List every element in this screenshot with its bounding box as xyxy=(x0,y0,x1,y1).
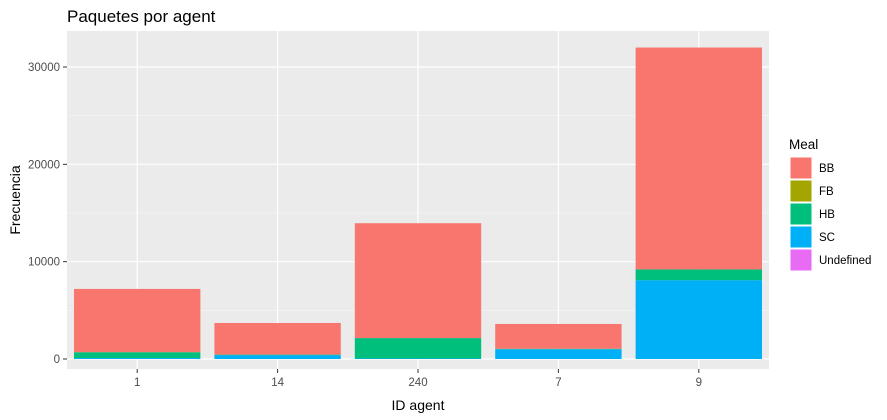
legend-key-fb xyxy=(789,179,813,203)
legend-label-bb: BB xyxy=(819,163,835,175)
axis-layer: 0 10000 20000 30000 1 14 240 7 9 xyxy=(28,62,702,389)
bar-bb-9 xyxy=(635,47,762,270)
legend-label-hb: HB xyxy=(819,209,835,221)
bar-sc-14 xyxy=(214,355,341,359)
legend-label-sc: SC xyxy=(819,232,835,244)
x-axis-title: ID agent xyxy=(392,397,445,413)
legend-key-undefined xyxy=(789,248,813,272)
bars-layer xyxy=(74,47,762,359)
legend-key-hb xyxy=(789,202,813,226)
y-tick-label: 0 xyxy=(54,354,60,366)
x-tick-label: 1 xyxy=(134,377,140,389)
legend-label-fb: FB xyxy=(819,186,834,198)
bar-sc-7 xyxy=(495,349,622,359)
y-tick-label: 10000 xyxy=(28,257,60,269)
bar-bb-240 xyxy=(354,223,482,339)
chart-title: Paquetes por agent xyxy=(67,7,216,26)
bar-hb-240 xyxy=(354,338,482,359)
x-tick-label: 240 xyxy=(408,377,427,389)
x-tick-label: 7 xyxy=(555,377,561,389)
legend-key-sc xyxy=(789,225,813,249)
legend-key-bb xyxy=(789,156,813,180)
bar-sc-9 xyxy=(635,280,762,359)
x-tick-label: 14 xyxy=(271,377,284,389)
legend: Meal BB FB HB SC Undefined xyxy=(789,137,871,272)
bar-hb-1 xyxy=(74,352,201,359)
legend-title: Meal xyxy=(789,137,818,152)
bar-bb-14 xyxy=(214,322,341,355)
bar-sc-1 xyxy=(74,358,201,359)
x-tick-label: 9 xyxy=(696,377,702,389)
bar-bb-7 xyxy=(495,323,622,349)
bar-hb-9 xyxy=(635,269,762,281)
y-tick-label: 30000 xyxy=(28,62,60,74)
bar-bb-1 xyxy=(74,288,201,353)
y-axis-title: Frecuencia xyxy=(7,165,23,234)
y-tick-label: 20000 xyxy=(28,159,60,171)
legend-label-undefined: Undefined xyxy=(819,255,871,267)
